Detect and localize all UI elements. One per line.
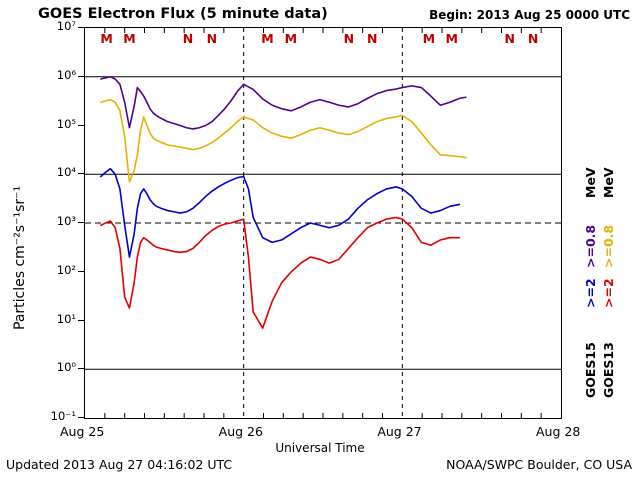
flare-marker: M xyxy=(284,31,298,46)
updated-timestamp: Updated 2013 Aug 27 04:16:02 UTC xyxy=(6,457,233,472)
y-tick-label: 10⁴ xyxy=(56,165,76,180)
y-tick-label: 10³ xyxy=(56,214,76,228)
legend-units-goes13: MeV xyxy=(601,167,616,198)
plot-area xyxy=(84,27,562,419)
legend-goes13-label: GOES13 xyxy=(601,342,616,398)
x-tick-label: Aug 28 xyxy=(536,424,581,439)
flare-marker: M xyxy=(100,31,113,46)
page-title: GOES Electron Flux (5 minute data) xyxy=(38,6,328,22)
flare-marker: N xyxy=(366,31,378,46)
y-tick-label: 10² xyxy=(56,262,76,277)
y-tick-label: 10⁻¹ xyxy=(50,409,76,423)
y-tick-label: 10⁶ xyxy=(56,67,76,82)
y-tick-mark xyxy=(78,75,84,77)
y-tick-label: 10⁵ xyxy=(56,116,76,131)
flare-marker: N xyxy=(182,31,194,46)
legend-goes13-e2: >=2 xyxy=(601,278,616,308)
flare-marker: N xyxy=(206,31,218,46)
legend-units-goes15: MeV xyxy=(583,167,598,198)
x-tick-label: Aug 25 xyxy=(60,424,105,439)
y-tick-label: 10⁰ xyxy=(56,360,76,375)
x-axis-title: Universal Time xyxy=(275,441,365,455)
y-tick-label: 10¹ xyxy=(56,311,76,326)
flare-marker: M xyxy=(445,31,458,46)
source-credit: NOAA/SWPC Boulder, CO USA xyxy=(446,457,632,472)
y-tick-mark xyxy=(78,124,84,126)
flare-marker: M xyxy=(422,31,436,46)
flare-marker: N xyxy=(527,31,539,46)
legend-goes15-e08: >=0.8 xyxy=(583,224,598,268)
legend-goes15-label: GOES15 xyxy=(583,342,598,398)
flare-marker: M xyxy=(123,31,136,46)
chart-canvas xyxy=(85,28,561,418)
y-tick-mark xyxy=(78,173,84,175)
y-tick-mark xyxy=(78,270,84,272)
legend-goes13-e08: >=0.8 xyxy=(601,224,616,268)
y-tick-label: 10⁷ xyxy=(56,19,76,33)
y-tick-mark xyxy=(78,27,84,28)
flare-marker: M xyxy=(261,31,274,46)
y-tick-mark xyxy=(78,417,84,418)
y-tick-mark xyxy=(78,319,84,321)
flare-marker: N xyxy=(504,31,515,46)
legend-goes15-e2: >=2 xyxy=(583,278,598,308)
begin-time-label: Begin: 2013 Aug 25 0000 UTC xyxy=(429,8,630,22)
y-tick-mark xyxy=(78,222,84,223)
y-axis-title: Particles cm⁻²s⁻¹sr⁻¹ xyxy=(12,185,28,330)
y-tick-mark xyxy=(78,368,84,370)
flare-marker: N xyxy=(343,31,355,46)
x-tick-label: Aug 27 xyxy=(377,424,422,439)
x-tick-label: Aug 26 xyxy=(218,424,263,439)
